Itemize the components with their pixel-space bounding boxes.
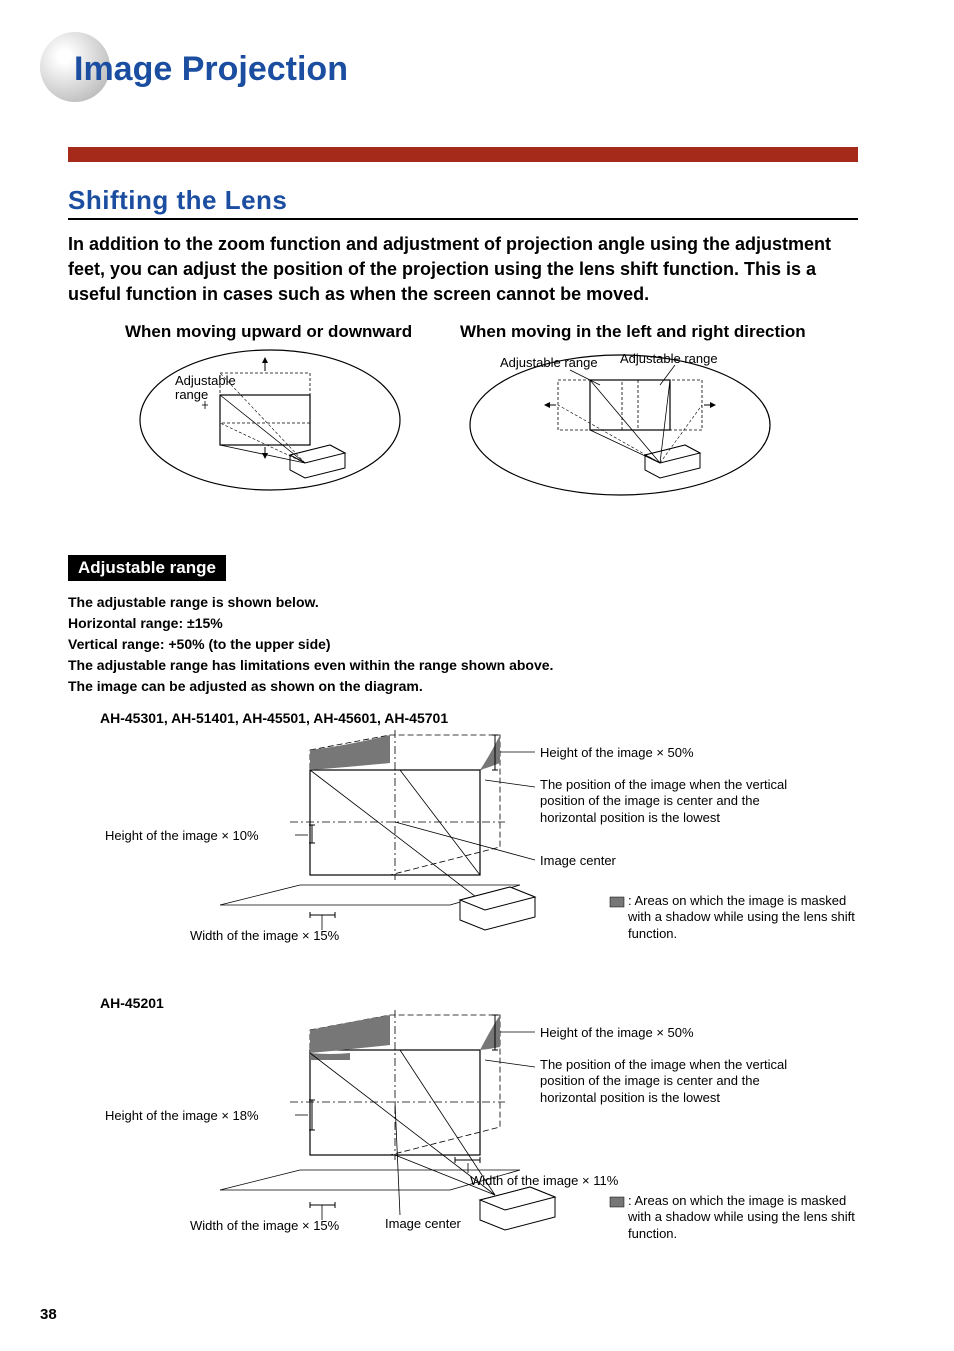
section-underline	[68, 218, 858, 220]
red-divider	[68, 147, 858, 162]
adjustable-range-box: Adjustable range	[68, 555, 226, 581]
svg-text:Height of the image × 18%: Height of the image × 18%	[105, 1108, 259, 1123]
subheading-updown: When moving upward or downward	[125, 322, 412, 342]
svg-text:Image center: Image center	[540, 853, 617, 868]
svg-text:Image center: Image center	[385, 1216, 462, 1231]
svg-text:range: range	[175, 387, 208, 402]
subheading-leftright: When moving in the left and right direct…	[460, 322, 806, 342]
model-group-1: AH-45301, AH-51401, AH-45501, AH-45601, …	[100, 710, 448, 726]
label-adj-left: Adjustable range	[500, 355, 598, 370]
diagram-model-group2: Height of the image × 50% The position o…	[90, 1005, 870, 1265]
diagram-model-group1: Height of the image × 50% The position o…	[90, 725, 870, 985]
range-text: The adjustable range is shown below. Hor…	[68, 592, 553, 697]
page-title: Image Projection	[74, 50, 348, 89]
label-adjustable-range: Adjustable	[175, 373, 236, 388]
svg-text:Width of the image × 15%: Width of the image × 15%	[190, 1218, 340, 1233]
diagram-leftright: Adjustable range Adjustable range	[460, 345, 800, 515]
document-page: Image Projection Shifting the Lens In ad…	[0, 0, 954, 1351]
svg-text:Height of the image × 50%: Height of the image × 50%	[540, 745, 694, 760]
svg-text:Height of the image × 50%: Height of the image × 50%	[540, 1025, 694, 1040]
section-title: Shifting the Lens	[68, 185, 287, 216]
svg-text:Width of the image × 15%: Width of the image × 15%	[190, 928, 340, 943]
label-adj-right: Adjustable range	[620, 351, 718, 366]
svg-text:Width of the image × 11%: Width of the image × 11%	[470, 1173, 619, 1188]
diagram-updown: Adjustable range	[120, 345, 420, 515]
page-number: 38	[40, 1306, 57, 1323]
intro-paragraph: In addition to the zoom function and adj…	[68, 232, 858, 308]
svg-text:Height of the image × 10%: Height of the image × 10%	[105, 828, 259, 843]
